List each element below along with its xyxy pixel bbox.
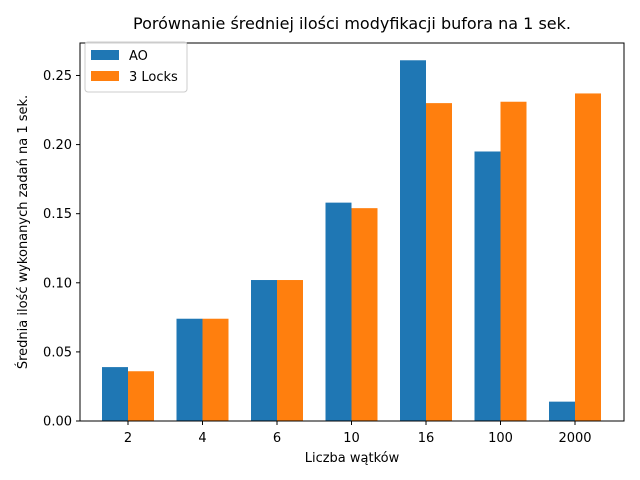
x-tick-label-10: 10 xyxy=(343,431,360,446)
bars-group xyxy=(102,60,601,422)
y-axis-label: Średnia ilość wykonanych zadań na 1 sek. xyxy=(15,95,31,369)
bar-ao-16 xyxy=(400,60,426,421)
x-tick-label-6: 6 xyxy=(273,431,281,446)
legend-label-3-locks: 3 Locks xyxy=(129,70,178,85)
bar-3-locks-2 xyxy=(128,371,154,421)
legend-swatch-ao xyxy=(91,50,119,60)
legend-swatch-3-locks xyxy=(91,71,119,81)
x-tick-label-2: 2 xyxy=(124,431,132,446)
y-tick-label-0-05: 0.05 xyxy=(43,345,72,360)
y-tick-label-0-15: 0.15 xyxy=(43,207,72,222)
plot-frame xyxy=(79,42,625,422)
bar-ao-2 xyxy=(102,367,128,421)
legend-label-ao: AO xyxy=(129,49,148,64)
x-tick-label-4: 4 xyxy=(198,431,206,446)
bar-3-locks-6 xyxy=(277,280,303,421)
bar-ao-10 xyxy=(325,202,352,421)
x-tick-label-100: 100 xyxy=(488,431,513,446)
bar-3-locks-10 xyxy=(351,208,378,421)
chart-title: Porównanie średniej ilości modyfikacji b… xyxy=(133,14,571,33)
y-tick-label-0-25: 0.25 xyxy=(43,69,72,84)
bar-3-locks-100 xyxy=(500,101,527,421)
y-tick-label-0-20: 0.20 xyxy=(43,138,72,153)
x-axis-label: Liczba wątków xyxy=(305,451,400,466)
x-tick-label-2000: 2000 xyxy=(558,431,591,446)
bar-ao-4 xyxy=(176,318,203,421)
x-tick-label-16: 16 xyxy=(418,431,435,446)
y-tick-label-0-10: 0.10 xyxy=(43,276,72,291)
legend: AO 3 Locks xyxy=(84,41,188,93)
bar-ao-100 xyxy=(474,151,501,422)
y-axis: 0.00 0.05 0.10 0.15 0.20 0.25 xyxy=(43,69,80,430)
bar-ao-2000 xyxy=(549,401,575,421)
bar-3-locks-4 xyxy=(202,318,229,421)
x-axis: 2 4 6 10 16 100 2000 xyxy=(124,421,592,446)
y-tick-label-0-00: 0.00 xyxy=(43,415,72,430)
bar-ao-6 xyxy=(251,280,277,421)
bar-3-locks-16 xyxy=(426,103,452,421)
bar-3-locks-2000 xyxy=(575,93,601,421)
